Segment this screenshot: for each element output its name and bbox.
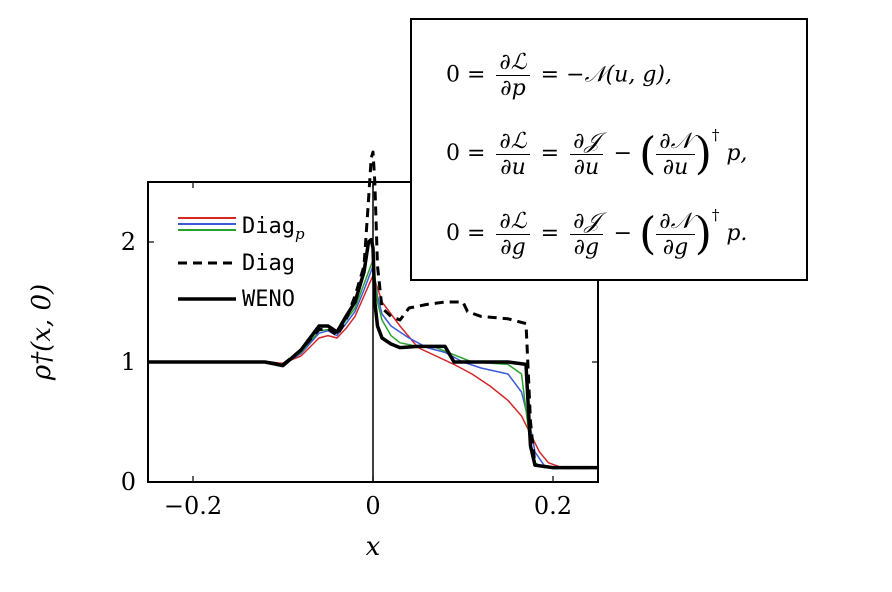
eq1-rhs: = −𝒩(u, g),	[533, 62, 672, 88]
eq2-frac3-num: ∂𝒩	[656, 129, 695, 155]
eq3-open-paren: (	[639, 208, 657, 260]
eq2-frac1-den: ∂u	[500, 154, 526, 180]
eq1-lhs: 0 =	[446, 62, 493, 88]
eq3-frac2-den: ∂g	[573, 234, 600, 260]
eq1-frac1: ∂ℒ ∂p	[496, 50, 530, 101]
eq3-frac3-den: ∂g	[662, 234, 689, 260]
equation-line-1: 0 = ∂ℒ ∂p = −𝒩(u, g),	[446, 50, 672, 101]
x-tick-label: 0.2	[534, 492, 572, 520]
eq2-frac2-num: ∂𝒥	[570, 129, 603, 155]
ticks-layer: −0.2 0 0.2 0 1 2	[121, 182, 598, 520]
eq2-frac3-den: ∂u	[662, 154, 689, 180]
y-tick-label: 2	[121, 228, 136, 256]
series-layer	[148, 150, 598, 470]
eq3-frac2: ∂𝒥 ∂g	[570, 209, 603, 260]
legend-diag-p-swatch	[178, 217, 236, 231]
eq3-tail: p.	[719, 221, 748, 246]
legend-diag-label: Diag	[242, 251, 295, 276]
eq3-frac2-num: ∂𝒥	[570, 209, 603, 235]
eq3-eq: =	[533, 221, 567, 246]
y-tick-label: 1	[121, 348, 136, 376]
eq3-frac1-num: ∂ℒ	[496, 209, 530, 235]
legend-diag-p-label: Diagp	[242, 214, 305, 243]
eq3-frac3: ∂𝒩 ∂g	[656, 209, 695, 260]
eq1-frac1-den: ∂p	[500, 76, 526, 101]
eq2-frac1: ∂ℒ ∂u	[496, 129, 530, 180]
equation-line-2: 0 = ∂ℒ ∂u = ∂𝒥 ∂u − (∂𝒩 ∂u)† p,	[446, 126, 747, 180]
eq2-frac2: ∂𝒥 ∂u	[570, 129, 603, 180]
eq2-frac1-num: ∂ℒ	[496, 129, 530, 155]
legend-diag-p-main: Diag	[242, 214, 295, 239]
eq2-close-paren: )	[694, 128, 712, 180]
x-axis-label: x	[366, 532, 381, 562]
series-line-weno	[148, 237, 598, 470]
eq2-open-paren: (	[639, 128, 657, 180]
eq3-lhs: 0 =	[446, 221, 493, 246]
y-axis-label: ρ†(x, 0)	[27, 284, 57, 381]
eq3-frac1: ∂ℒ ∂g	[496, 209, 530, 260]
eq3-close-paren: )	[694, 208, 712, 260]
eq2-eq: =	[533, 141, 567, 166]
legend-weno-label: WENO	[242, 287, 295, 312]
x-tick-label: −0.2	[164, 492, 222, 520]
eq2-frac2-den: ∂u	[573, 154, 600, 180]
eq3-minus: −	[606, 221, 640, 246]
x-tick-label: 0	[365, 492, 380, 520]
eq2-lhs: 0 =	[446, 141, 493, 166]
eq2-frac3: ∂𝒩 ∂u	[656, 129, 695, 180]
eq3-dagger: †	[711, 206, 720, 224]
equation-box: 0 = ∂ℒ ∂p = −𝒩(u, g), 0 = ∂ℒ ∂u = ∂𝒥 ∂u − (…	[410, 18, 808, 281]
eq3-frac1-den: ∂g	[500, 234, 526, 260]
equation-line-3: 0 = ∂ℒ ∂g = ∂𝒥 ∂g − (∂𝒩 ∂g)† p.	[446, 206, 747, 260]
eq1-frac1-num: ∂ℒ	[496, 50, 530, 76]
y-tick-label: 0	[121, 468, 136, 496]
eq3-frac3-num: ∂𝒩	[656, 209, 695, 235]
legend-diag-p-subscript: p	[295, 225, 305, 243]
eq2-minus: −	[606, 141, 640, 166]
eq2-tail: p,	[719, 141, 748, 166]
legend: Diagp Diag WENO	[178, 214, 305, 312]
eq2-dagger: †	[711, 126, 720, 144]
